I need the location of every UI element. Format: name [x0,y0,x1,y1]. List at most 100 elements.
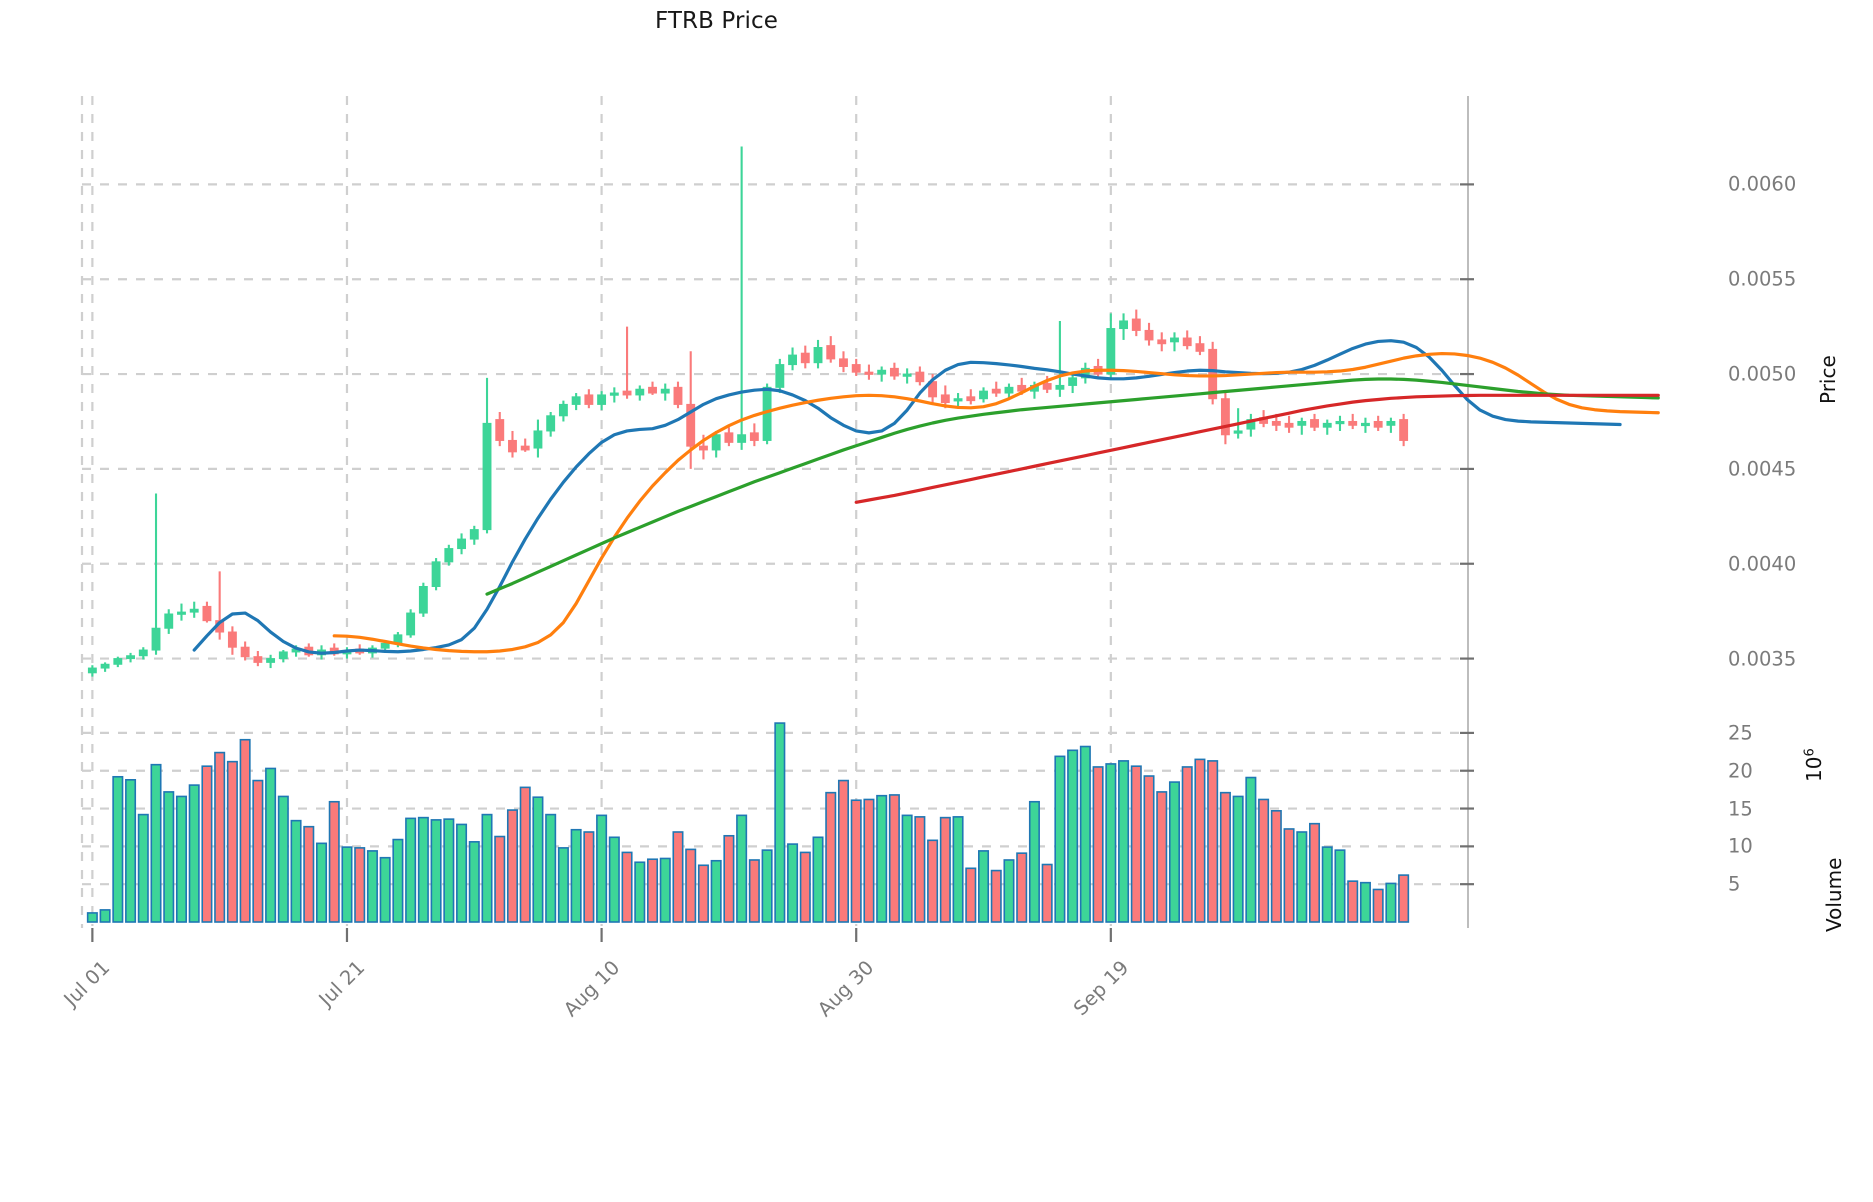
candle-body [1284,422,1294,428]
candle-body [1119,320,1129,330]
candle-body [1055,384,1065,390]
volume-bar [876,794,888,923]
candle-body [737,434,747,443]
date-tick-label: Jul 01 [59,956,115,1011]
candle-body [546,415,556,432]
candle-body [1195,343,1205,352]
volume-bar [647,858,659,923]
candle-body [673,386,683,405]
volume-bar [634,861,646,923]
volume-bar [1385,882,1397,923]
candle-body [724,432,734,443]
volume-bar [125,779,137,923]
ma-long-green [485,377,1660,596]
volume-bar [736,814,748,923]
candle-body [380,642,390,649]
candle-body [953,398,963,402]
volume-bar [621,851,633,923]
volume-axis-title: Volume [1822,857,1846,932]
volume-bar [774,722,786,923]
volume-bar [901,814,913,923]
candle-body [240,646,250,658]
ma-longest-red [854,393,1660,504]
candle-body [1170,337,1179,343]
candle-body [1297,420,1307,426]
volume-bar [1168,781,1180,923]
volume-bar [850,799,862,923]
candle-body [1157,339,1167,345]
volume-bar [532,796,544,923]
volume-bar [1181,766,1193,923]
volume-bar [290,819,302,923]
volume-bar [150,763,162,923]
volume-bar [685,848,697,923]
candle-body [839,358,848,367]
volume-bar [596,814,608,923]
volume-bar [137,813,149,923]
candle-body [609,392,619,396]
candle-body [100,663,110,669]
candle-body [189,608,199,613]
volume-bar [583,831,595,923]
price-tick-label: 0.0045 [1728,457,1797,481]
volume-bar [506,809,518,923]
volume-bar [1372,888,1384,923]
volume-bar [812,836,824,923]
volume-bar [1143,775,1155,923]
candle-body [648,386,657,394]
volume-bar [914,816,926,923]
page-title: FTRB Price [654,8,779,34]
volume-bar [405,817,417,923]
volume-bar [430,819,442,923]
candle-body [788,354,798,366]
candle-body [1182,337,1192,347]
candle-body [1386,420,1396,426]
volume-bar [978,850,990,923]
candle-body [138,649,148,657]
volume-bar [252,779,264,923]
volume-bar [672,831,684,923]
ma-mid-orange [332,351,1660,654]
candle-body [698,445,708,451]
candle-body [1373,420,1383,428]
candle-body [686,403,696,447]
candle-body [902,373,912,377]
candle-body [877,369,887,375]
candle-body [406,612,416,636]
volume-bar [748,859,760,923]
volume-axis-exponent: 106 [1802,748,1826,782]
volume-tick-label: 15 [1728,797,1753,821]
volume-bar [112,775,124,923]
volume-tick-label: 20 [1728,759,1753,783]
price-tick-label: 0.0055 [1728,267,1797,291]
volume-bar [468,841,480,923]
volume-bar [1270,810,1282,923]
candle-body [1233,430,1243,434]
volume-bar [1118,760,1130,923]
volume-tick-label: 5 [1728,872,1741,896]
candle-body [1208,348,1218,400]
volume-bar [837,779,849,923]
candle-body [253,656,263,663]
candle-body [151,627,161,651]
volume-bar [1156,791,1168,923]
volume-bar [761,849,773,923]
volume-bar [1232,795,1244,923]
candle-body [1131,318,1141,331]
volume-bar [863,798,875,923]
volume-bar [456,823,468,923]
candle-body [558,403,568,417]
date-tick-label: Jul 21 [314,956,370,1011]
volume-bar [1092,766,1104,923]
volume-bar [1207,760,1219,923]
volume-bar [952,816,964,923]
candle-body [571,396,581,405]
candle-body [940,394,950,404]
price-tick-label: 0.0035 [1728,647,1797,671]
volume-bar [1321,846,1333,923]
candle-body [660,388,670,394]
volume-bar [417,816,429,923]
candle-body [1220,398,1230,436]
